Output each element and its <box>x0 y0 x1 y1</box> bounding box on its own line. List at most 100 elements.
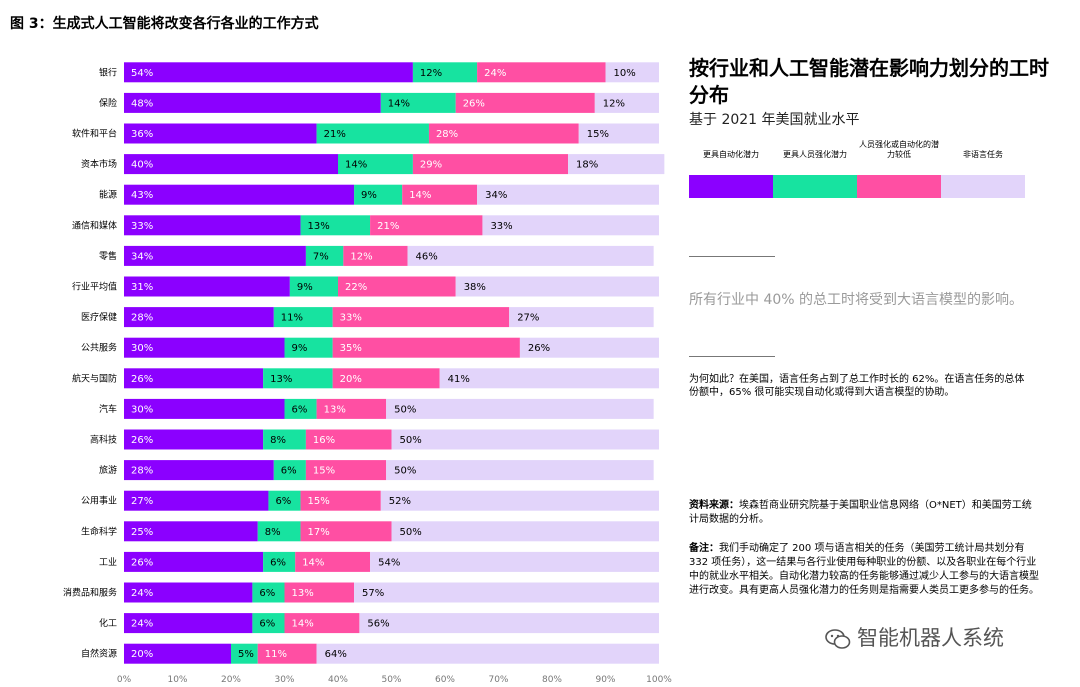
data-label-augmentation: 5% <box>238 649 254 660</box>
bar-segment-augmentation <box>289 276 338 297</box>
bar-segment-automation <box>124 551 264 572</box>
data-label-non-language: 12% <box>603 98 625 109</box>
data-label-low-potential: 14% <box>302 557 324 568</box>
panel-subtitle: 基于 2021 年美国就业水平 <box>689 112 860 128</box>
data-label-automation: 26% <box>131 374 153 385</box>
data-label-low-potential: 26% <box>463 98 485 109</box>
bar-segment-low-potential <box>284 582 355 603</box>
data-label-low-potential: 15% <box>308 496 330 507</box>
bar-segment-low-potential <box>428 123 579 144</box>
key-stat: 所有行业中 40% 的总工时将受到大语言模型的影响。 <box>689 292 1024 308</box>
data-label-non-language: 56% <box>367 619 389 630</box>
bar-segment-automation <box>124 643 231 664</box>
category-label: 医疗保健 <box>81 311 117 323</box>
bar-segment-automation <box>124 398 285 419</box>
data-label-non-language: 33% <box>490 221 512 232</box>
data-label-low-potential: 24% <box>484 68 506 79</box>
data-label-low-potential: 28% <box>436 129 458 140</box>
x-tick-label: 50% <box>381 675 401 685</box>
data-label-augmentation: 11% <box>281 313 303 324</box>
bar-segment-augmentation <box>354 184 403 205</box>
legend-swatch-augmentation <box>773 175 857 198</box>
data-label-non-language: 50% <box>394 466 416 477</box>
data-label-non-language: 50% <box>394 404 416 415</box>
data-label-low-potential: 29% <box>420 160 442 171</box>
data-label-automation: 28% <box>131 313 153 324</box>
data-label-non-language: 38% <box>464 282 486 293</box>
data-label-non-language: 26% <box>528 343 550 354</box>
figure-title: 图 3：生成式人工智能将改变各行各业的工作方式 <box>10 16 319 32</box>
panel-title: 按行业和人工智能潜在影响力划分的工时分布 <box>689 56 1049 107</box>
data-label-augmentation: 12% <box>420 68 442 79</box>
bar-segment-non-language <box>380 490 659 511</box>
x-tick-label: 30% <box>274 675 294 685</box>
bar-segment-automation <box>124 460 274 481</box>
data-label-augmentation: 6% <box>292 404 308 415</box>
bar-segment-non-language <box>359 613 659 634</box>
x-tick-label: 40% <box>328 675 348 685</box>
data-label-automation: 27% <box>131 496 153 507</box>
bar-segment-automation <box>124 123 317 144</box>
bar-segment-augmentation <box>338 154 413 175</box>
data-label-automation: 43% <box>131 190 153 201</box>
bar-segment-non-language <box>439 368 659 389</box>
data-label-augmentation: 6% <box>259 588 275 599</box>
category-label: 公共服务 <box>81 342 117 354</box>
category-label: 行业平均值 <box>72 281 117 293</box>
bar-segment-augmentation <box>380 92 456 113</box>
x-tick-label: 10% <box>167 675 187 685</box>
data-label-automation: 28% <box>131 466 153 477</box>
category-label: 零售 <box>99 250 117 262</box>
bar-segment-automation <box>124 307 274 328</box>
bar-segment-low-potential <box>343 245 408 266</box>
data-label-non-language: 15% <box>587 129 609 140</box>
divider-top <box>689 256 775 257</box>
data-label-augmentation: 8% <box>265 527 281 538</box>
bar-segment-low-potential <box>412 154 569 175</box>
bar-segment-non-language <box>519 337 659 358</box>
bar-segment-augmentation <box>252 582 285 603</box>
legend-swatch-low-potential <box>857 175 941 198</box>
bar-segment-non-language <box>391 521 659 542</box>
bar-segment-low-potential <box>295 551 371 572</box>
data-label-augmentation: 13% <box>308 221 330 232</box>
data-label-augmentation: 6% <box>275 496 291 507</box>
note-label: 备注： <box>689 543 719 554</box>
data-label-non-language: 52% <box>389 496 411 507</box>
data-label-non-language: 57% <box>362 588 384 599</box>
bar-segment-non-language <box>386 398 654 419</box>
data-label-non-language: 18% <box>576 160 598 171</box>
bar-segment-low-potential <box>477 62 606 83</box>
x-tick-label: 20% <box>221 675 241 685</box>
bar-segment-non-language <box>391 429 659 450</box>
bar-segment-automation <box>124 429 264 450</box>
bar-segment-non-language <box>594 92 659 113</box>
explanation-text: 为何如此？在美国，语言任务占到了总工作时长的 62%。在语言任务的总体份额中，6… <box>689 374 1025 398</box>
source-text: 埃森哲商业研究院基于美国职业信息网络（O*NET）和美国劳工统计局数据的分析。 <box>689 500 1032 525</box>
data-label-non-language: 46% <box>416 251 438 262</box>
data-label-automation: 25% <box>131 527 153 538</box>
data-label-automation: 26% <box>131 435 153 446</box>
data-label-augmentation: 6% <box>281 466 297 477</box>
bar-segment-non-language <box>316 643 659 664</box>
legend-swatch-non-language <box>941 175 1025 198</box>
bar-segment-non-language <box>568 154 665 175</box>
category-label: 银行 <box>99 66 117 78</box>
data-label-automation: 34% <box>131 251 153 262</box>
data-label-low-potential: 12% <box>350 251 372 262</box>
data-label-low-potential: 33% <box>340 313 362 324</box>
bar-segment-augmentation <box>263 551 296 572</box>
watermark: 智能机器人系统 <box>825 622 1004 652</box>
data-label-augmentation: 9% <box>292 343 308 354</box>
data-label-low-potential: 22% <box>345 282 367 293</box>
category-label: 软件和平台 <box>72 128 117 140</box>
category-label: 保险 <box>99 97 117 109</box>
data-label-automation: 30% <box>131 343 153 354</box>
bar-segment-low-potential <box>316 398 387 419</box>
data-label-automation: 24% <box>131 588 153 599</box>
bar-segment-automation <box>124 337 285 358</box>
divider-bottom <box>689 356 775 357</box>
bar-segment-non-language <box>386 460 654 481</box>
category-label: 公用事业 <box>81 495 117 507</box>
